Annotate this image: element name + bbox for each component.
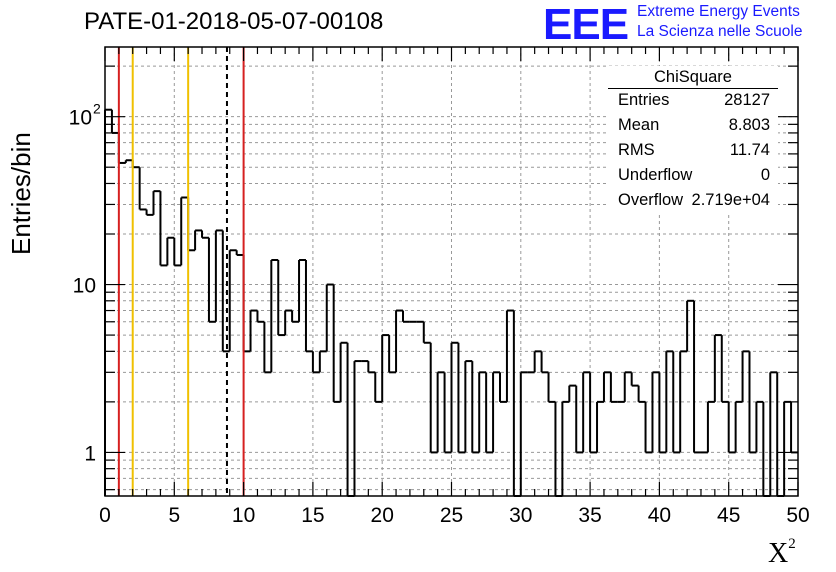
stats-key: Underflow xyxy=(618,166,693,184)
stats-value: 2.719e+04 xyxy=(691,191,770,209)
eee-logo: EEE xyxy=(543,0,629,49)
x-tick-label: 45 xyxy=(717,504,740,527)
y-tick-label: 10 xyxy=(69,107,92,130)
stats-value: 0 xyxy=(760,166,770,184)
stats-title: ChiSquare xyxy=(608,66,778,89)
stats-box: ChiSquare Entries 28127 Mean 8.803 RMS 1… xyxy=(608,66,778,214)
stats-row-overflow: Overflow 2.719e+04 xyxy=(608,189,778,214)
logo-line-2: La Scienza nelle Scuole xyxy=(637,23,803,40)
x-tick-label: 30 xyxy=(509,504,532,527)
stats-key: Mean xyxy=(618,116,660,134)
y-tick-label: 1 xyxy=(84,442,96,465)
logo-line-1: Extreme Energy Events xyxy=(637,3,800,20)
stats-value: 28127 xyxy=(724,91,770,109)
stats-row-rms: RMS 11.74 xyxy=(608,139,778,164)
x-tick-label: 10 xyxy=(232,504,255,527)
run-title: PATE-01-2018-05-07-00108 xyxy=(84,8,384,35)
stats-key: Entries xyxy=(618,91,670,109)
y-tick-label: 10 xyxy=(73,275,96,298)
x-axis-label-exponent: 2 xyxy=(788,536,796,552)
stats-value: 11.74 xyxy=(729,141,770,159)
x-tick-label: 40 xyxy=(648,504,671,527)
stats-value: 8.803 xyxy=(728,116,770,134)
x-tick-label: 25 xyxy=(440,504,463,527)
y-tick-label-exponent: 2 xyxy=(93,101,101,117)
stats-key: RMS xyxy=(618,141,655,159)
stats-row-mean: Mean 8.803 xyxy=(608,114,778,139)
x-axis-label: X2 xyxy=(768,536,796,570)
x-axis-label-symbol: X xyxy=(768,538,789,569)
stats-key: Overflow xyxy=(618,191,684,209)
x-tick-label: 15 xyxy=(301,504,324,527)
stats-row-entries: Entries 28127 xyxy=(608,89,778,114)
y-axis-label: Entries/bin xyxy=(6,132,36,255)
x-tick-label: 35 xyxy=(578,504,601,527)
x-tick-label: 0 xyxy=(99,504,111,527)
histogram-series xyxy=(104,108,798,497)
stats-row-underflow: Underflow 0 xyxy=(608,164,778,189)
x-tick-label: 20 xyxy=(371,504,394,527)
x-tick-label: 5 xyxy=(168,504,180,527)
reference-lines xyxy=(117,47,245,496)
x-tick-label: 50 xyxy=(786,504,809,527)
